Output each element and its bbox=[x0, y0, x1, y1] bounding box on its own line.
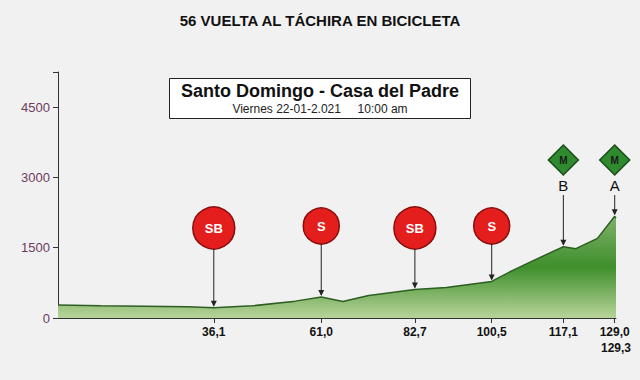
svg-text:3000: 3000 bbox=[21, 170, 50, 185]
svg-text:A: A bbox=[610, 177, 620, 194]
svg-text:4500: 4500 bbox=[21, 100, 50, 115]
svg-text:S: S bbox=[487, 219, 496, 234]
svg-text:Santo Domingo - Casa del Padre: Santo Domingo - Casa del Padre bbox=[181, 81, 459, 101]
svg-text:36,1: 36,1 bbox=[202, 325, 226, 339]
svg-text:129,3: 129,3 bbox=[601, 341, 631, 355]
svg-text:56 VUELTA AL TÁCHIRA EN BICICL: 56 VUELTA AL TÁCHIRA EN BICICLETA bbox=[180, 12, 461, 29]
svg-text:M: M bbox=[611, 155, 619, 166]
svg-text:M: M bbox=[559, 155, 567, 166]
svg-text:129,0: 129,0 bbox=[600, 325, 630, 339]
svg-text:100,5: 100,5 bbox=[477, 325, 507, 339]
svg-text:SB: SB bbox=[406, 221, 424, 236]
svg-text:Viernes 22-01-2.021 10:00: Viernes 22-01-2.021 10:00 am bbox=[232, 102, 407, 116]
svg-text:SB: SB bbox=[205, 221, 223, 236]
svg-text:1500: 1500 bbox=[21, 240, 50, 255]
svg-text:117,1: 117,1 bbox=[549, 325, 579, 339]
svg-text:61,0: 61,0 bbox=[310, 325, 334, 339]
svg-text:0: 0 bbox=[43, 311, 50, 326]
svg-text:B: B bbox=[558, 177, 568, 194]
svg-text:S: S bbox=[317, 219, 326, 234]
svg-text:82,7: 82,7 bbox=[403, 325, 427, 339]
